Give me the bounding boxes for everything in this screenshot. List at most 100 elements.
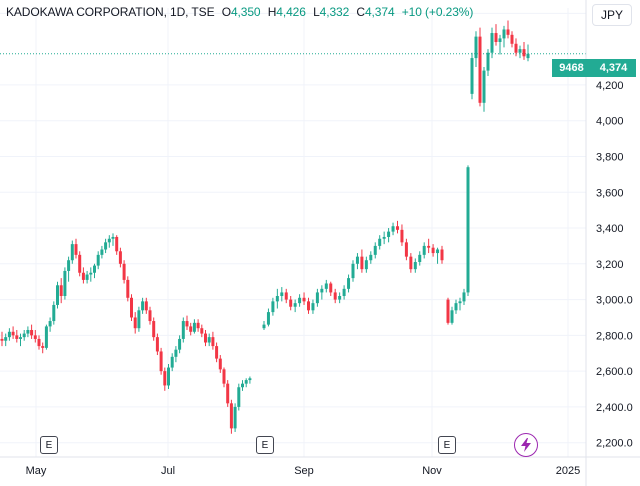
candle-body[interactable] [67, 260, 71, 271]
candle-body[interactable] [474, 36, 478, 59]
candle-body[interactable] [126, 279, 130, 298]
candle-body[interactable] [329, 283, 333, 293]
candle-body[interactable] [262, 324, 266, 329]
candlesticks[interactable] [0, 20, 530, 434]
candle-body[interactable] [470, 58, 474, 94]
candle-body[interactable] [78, 254, 82, 273]
lightning-icon[interactable] [514, 433, 538, 457]
candle-body[interactable] [378, 238, 382, 246]
candle-body[interactable] [458, 301, 462, 304]
candle-body[interactable] [364, 260, 368, 270]
currency-button[interactable]: JPY [592, 4, 632, 26]
candle-body[interactable] [37, 338, 41, 347]
candle-body[interactable] [498, 38, 502, 42]
candle-body[interactable] [454, 303, 458, 311]
candle-body[interactable] [280, 292, 284, 297]
candle-body[interactable] [342, 288, 346, 297]
candle-body[interactable] [122, 263, 126, 280]
candle-body[interactable] [466, 167, 470, 293]
candle-body[interactable] [490, 33, 494, 53]
candle-body[interactable] [229, 403, 233, 429]
candle-body[interactable] [111, 236, 115, 239]
candle-body[interactable] [315, 292, 319, 304]
candle-body[interactable] [324, 283, 328, 289]
candle-body[interactable] [170, 356, 174, 368]
candle-body[interactable] [248, 378, 252, 381]
candle-body[interactable] [373, 245, 377, 255]
candle-body[interactable] [144, 301, 148, 311]
candle-body[interactable] [266, 312, 270, 325]
candle-body[interactable] [293, 303, 297, 307]
candle-body[interactable] [241, 383, 244, 388]
candle-body[interactable] [478, 36, 482, 103]
candle-body[interactable] [418, 254, 422, 263]
candle-body[interactable] [506, 29, 510, 35]
candle-body[interactable] [56, 285, 59, 305]
candle-body[interactable] [436, 249, 440, 254]
candle-body[interactable] [107, 238, 111, 243]
candle-body[interactable] [510, 34, 514, 44]
candle-body[interactable] [333, 292, 337, 300]
candle-body[interactable] [307, 301, 310, 311]
candle-body[interactable] [440, 249, 444, 261]
candle-body[interactable] [137, 310, 141, 329]
candle-body[interactable] [427, 245, 431, 248]
candle-body[interactable] [200, 328, 204, 334]
candle-body[interactable] [298, 297, 302, 304]
candle-body[interactable] [387, 231, 391, 237]
candle-body[interactable] [391, 226, 395, 232]
candle-body[interactable] [48, 321, 52, 327]
candle-body[interactable] [163, 371, 167, 386]
candle-body[interactable] [514, 43, 518, 53]
candle-body[interactable] [302, 297, 306, 302]
candle-body[interactable] [196, 322, 200, 329]
candle-body[interactable] [233, 406, 237, 429]
candle-body[interactable] [382, 236, 386, 239]
candle-body[interactable] [133, 317, 137, 329]
candle-body[interactable] [26, 329, 30, 334]
candle-body[interactable] [396, 226, 399, 230]
candle-body[interactable] [311, 303, 315, 311]
candle-body[interactable] [118, 251, 122, 264]
candle-body[interactable] [271, 301, 275, 313]
candle-body[interactable] [30, 329, 34, 336]
candle-body[interactable] [63, 270, 67, 297]
candle-body[interactable] [320, 288, 324, 293]
candle-body[interactable] [159, 351, 163, 372]
candle-body[interactable] [19, 337, 22, 339]
candle-body[interactable] [482, 70, 486, 103]
candle-body[interactable] [189, 326, 193, 332]
candle-body[interactable] [446, 299, 450, 323]
earnings-icon[interactable]: E [40, 436, 58, 454]
candle-body[interactable] [526, 53, 530, 59]
candle-body[interactable] [275, 296, 279, 302]
candle-body[interactable] [70, 244, 74, 261]
candle-body[interactable] [59, 285, 63, 297]
candle-body[interactable] [155, 337, 159, 352]
candle-body[interactable] [181, 321, 185, 339]
candle-body[interactable] [518, 49, 522, 53]
candle-body[interactable] [44, 326, 48, 348]
candle-body[interactable] [522, 49, 526, 57]
candle-body[interactable] [192, 322, 196, 332]
candle-body[interactable] [11, 331, 15, 336]
candle-body[interactable] [174, 349, 178, 357]
candle-body[interactable] [115, 236, 119, 252]
candle-body[interactable] [4, 337, 8, 341]
candle-body[interactable] [289, 299, 293, 307]
candle-body[interactable] [167, 367, 170, 386]
candle-body[interactable] [360, 256, 364, 270]
candle-body[interactable] [100, 249, 104, 255]
candle-body[interactable] [33, 335, 37, 339]
candle-body[interactable] [215, 346, 219, 359]
candle-body[interactable] [141, 301, 145, 311]
candle-body[interactable] [152, 321, 156, 338]
candle-body[interactable] [93, 265, 96, 273]
candle-body[interactable] [422, 245, 426, 255]
candle-body[interactable] [369, 254, 373, 261]
candle-body[interactable] [400, 229, 404, 243]
candle-body[interactable] [462, 292, 466, 302]
candle-body[interactable] [409, 256, 413, 270]
candle-body[interactable] [486, 52, 490, 71]
candle-body[interactable] [74, 244, 78, 255]
